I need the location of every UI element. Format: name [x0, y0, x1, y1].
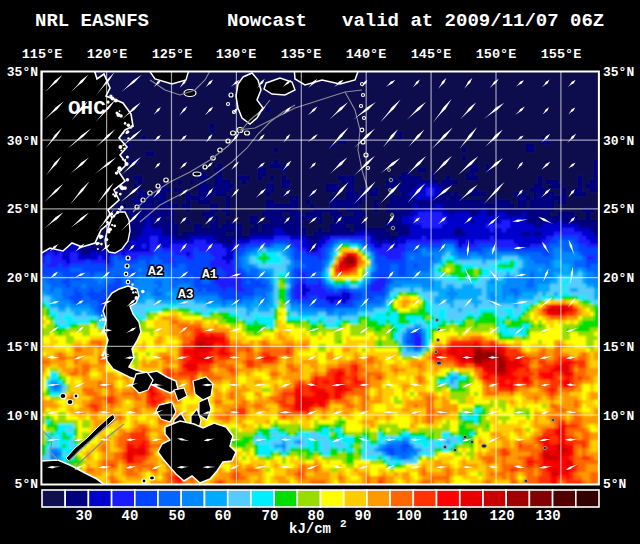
svg-text:NRL EASNFS: NRL EASNFS [35, 10, 149, 32]
svg-text:145°E: 145°E [411, 47, 452, 62]
svg-text:60: 60 [215, 508, 232, 524]
svg-text:20°N: 20°N [7, 271, 38, 286]
svg-text:30: 30 [76, 508, 93, 524]
svg-text:15°N: 15°N [7, 340, 38, 355]
svg-text:120: 120 [489, 508, 514, 524]
svg-text:150°E: 150°E [476, 47, 517, 62]
svg-text:130°E: 130°E [216, 47, 257, 62]
svg-text:A3: A3 [178, 287, 194, 302]
svg-text:140°E: 140°E [346, 47, 387, 62]
svg-text:kJ/cm: kJ/cm [289, 521, 331, 537]
svg-text:25°N: 25°N [603, 202, 634, 217]
svg-text:125°E: 125°E [152, 47, 193, 62]
svg-text:120°E: 120°E [87, 47, 128, 62]
svg-text:35°N: 35°N [7, 65, 38, 80]
svg-text:5°N: 5°N [603, 477, 626, 492]
svg-text:Nowcast: Nowcast [227, 10, 307, 32]
svg-text:70: 70 [262, 508, 279, 524]
svg-text:10°N: 10°N [7, 409, 38, 424]
svg-text:50: 50 [169, 508, 186, 524]
svg-text:20°N: 20°N [603, 271, 634, 286]
svg-text:A2: A2 [148, 264, 164, 279]
svg-text:115°E: 115°E [22, 47, 63, 62]
svg-text:130: 130 [535, 508, 560, 524]
svg-text:OHC: OHC [68, 97, 106, 120]
svg-text:90: 90 [355, 508, 372, 524]
svg-text:10°N: 10°N [603, 409, 634, 424]
svg-text:100: 100 [396, 508, 421, 524]
svg-text:35°N: 35°N [603, 65, 634, 80]
svg-text:2: 2 [340, 518, 347, 530]
svg-text:155°E: 155°E [541, 47, 582, 62]
svg-text:15°N: 15°N [603, 340, 634, 355]
svg-text:valid at 2009/11/07 06Z: valid at 2009/11/07 06Z [342, 10, 604, 32]
svg-text:30°N: 30°N [603, 134, 634, 149]
svg-text:30°N: 30°N [7, 134, 38, 149]
svg-text:A1: A1 [202, 267, 218, 282]
svg-text:5°N: 5°N [15, 477, 38, 492]
svg-text:25°N: 25°N [7, 202, 38, 217]
svg-text:40: 40 [122, 508, 139, 524]
svg-text:135°E: 135°E [281, 47, 322, 62]
svg-text:110: 110 [442, 508, 467, 524]
